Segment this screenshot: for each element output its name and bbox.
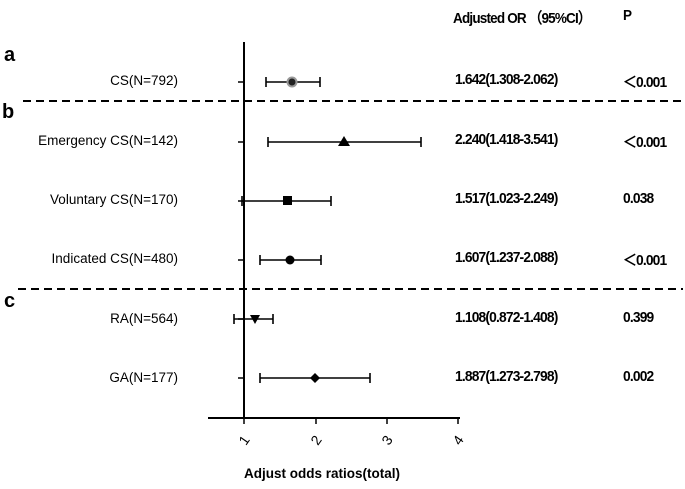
- p-value-emergency-cs: ＜0.001: [623, 134, 667, 151]
- or-value-emergency-cs: 2.240(1.418-3.541): [455, 131, 558, 148]
- row-label-voluntary-cs: Voluntary CS(N=170): [50, 192, 178, 207]
- p-column-header: P: [623, 7, 632, 24]
- x-ticks: [243, 418, 459, 424]
- or-value-voluntary-cs: 1.517(1.023-2.249): [455, 190, 558, 207]
- p-value-cs: ＜0.001: [623, 74, 667, 91]
- triangle-down-marker-ra: [250, 315, 260, 324]
- diamond-marker-ga: [310, 373, 320, 383]
- or-value-cs: 1.642(1.308-2.062): [455, 71, 558, 88]
- panel-label-c: c: [4, 290, 16, 312]
- or-value-ra: 1.108(0.872-1.408): [455, 309, 558, 326]
- p-value-ra: 0.399: [623, 309, 654, 326]
- panel-label-b: b: [2, 101, 15, 123]
- or-column-header: Adjusted OR （95%CI）: [453, 10, 591, 27]
- or-value-indicated-cs: 1.607(1.237-2.088): [455, 249, 558, 266]
- p-value-ga: 0.002: [623, 368, 654, 385]
- x-axis-label: Adjust odds ratios(total): [244, 466, 400, 481]
- p-value-indicated-cs: ＜0.001: [623, 252, 667, 269]
- row-label-indicated-cs: Indicated CS(N=480): [51, 251, 178, 266]
- row-label-cs: CS(N=792): [110, 73, 178, 88]
- square-marker-voluntary-cs: [283, 196, 292, 205]
- row-label-emergency-cs: Emergency CS(N=142): [38, 133, 178, 148]
- row-label-ga: GA(N=177): [109, 370, 178, 385]
- circle-marker-indicated-cs: [285, 255, 295, 265]
- p-value-voluntary-cs: 0.038: [623, 190, 654, 207]
- panel-label-a: a: [4, 44, 16, 66]
- triangle-up-marker-emergency-cs: [338, 136, 350, 146]
- point-marker-cs: [286, 76, 298, 88]
- or-value-ga: 1.887(1.273-2.798): [455, 368, 558, 385]
- row-label-ra: RA(N=564): [110, 311, 178, 326]
